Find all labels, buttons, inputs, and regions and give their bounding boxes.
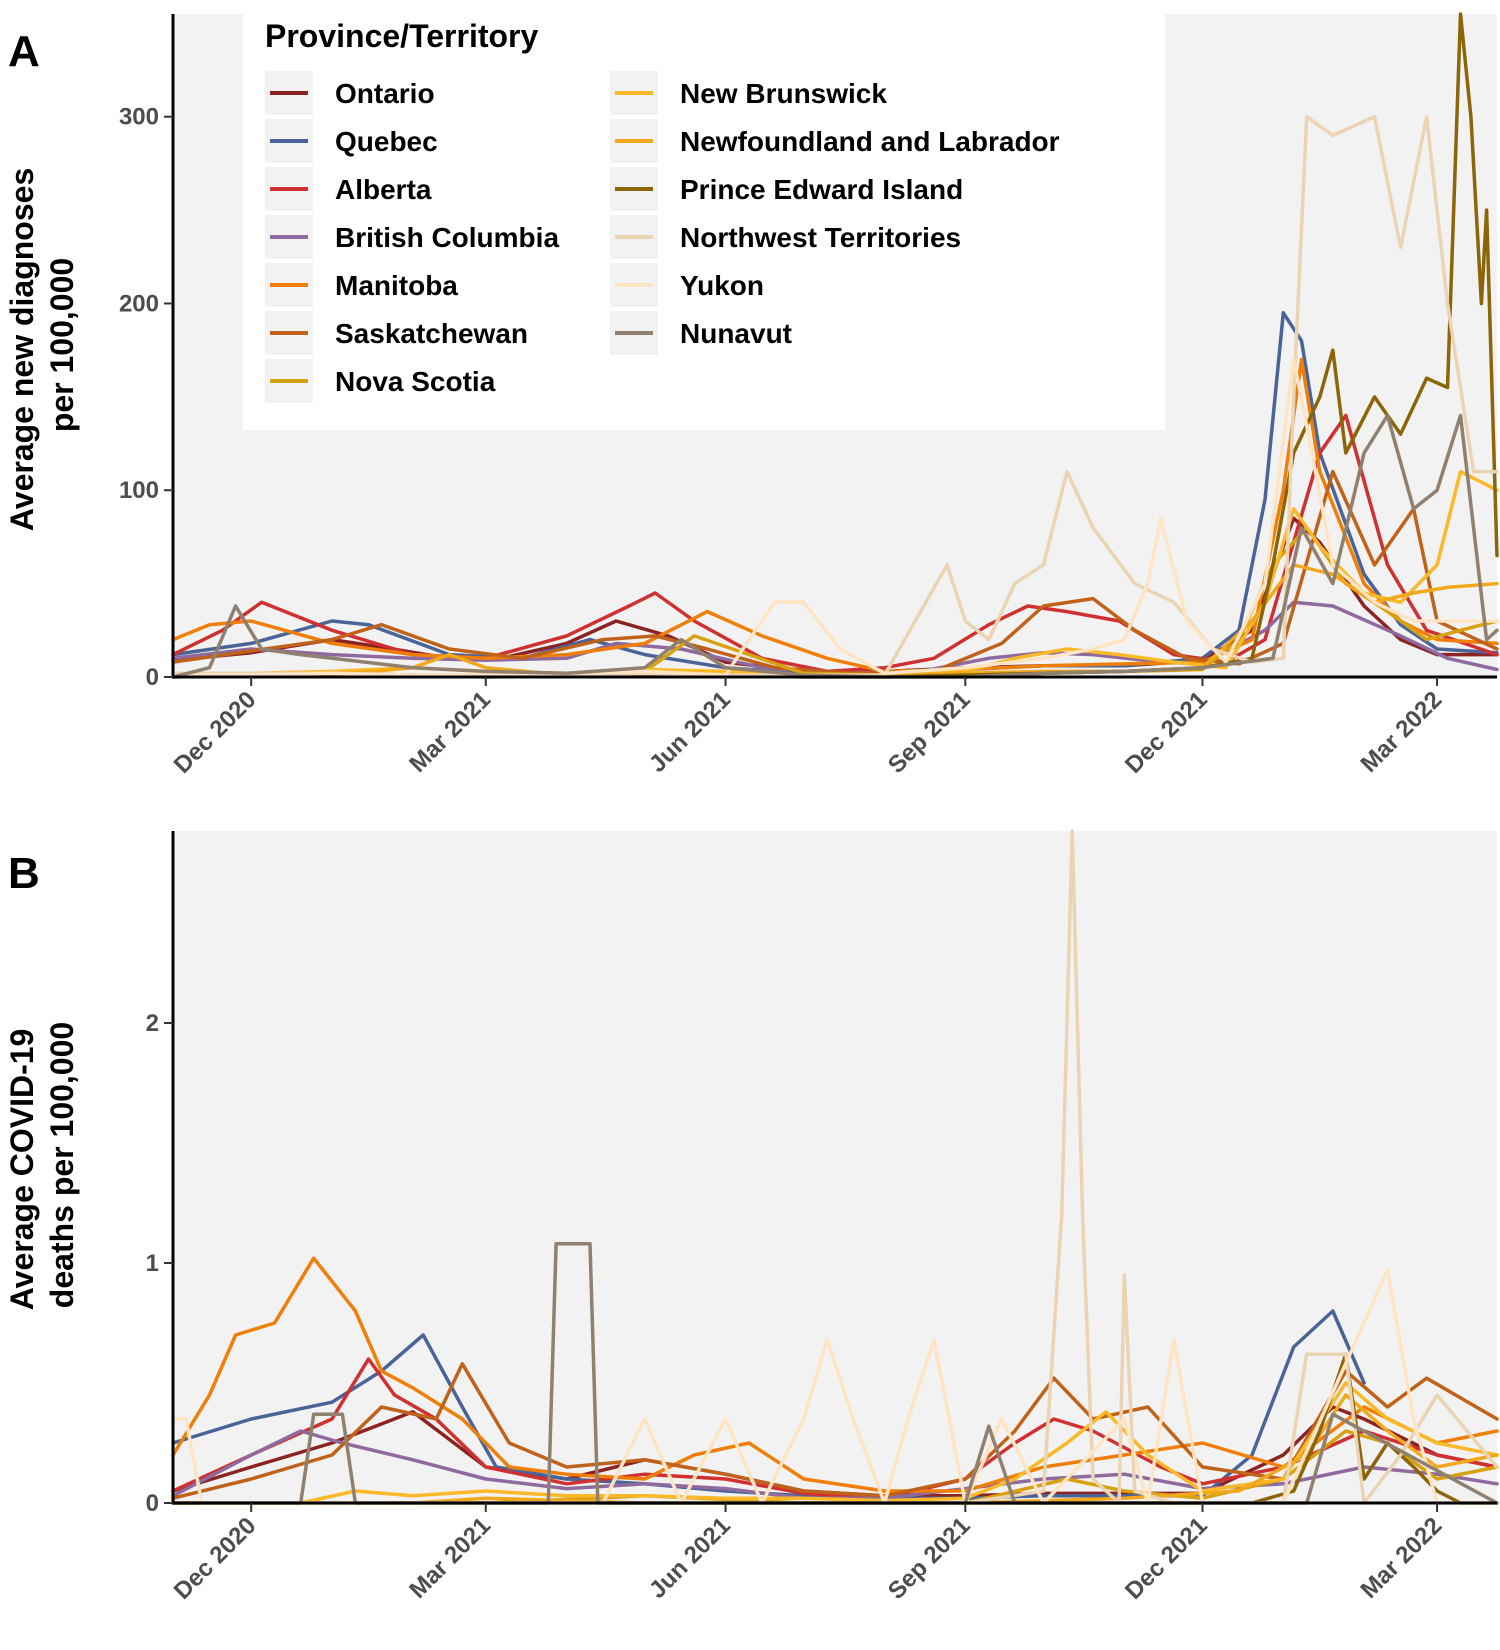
panel-b-x-tick-label: Dec 2021 (1120, 1512, 1213, 1605)
legend-label: Yukon (680, 270, 764, 301)
panel-a-y-tick-label: 300 (119, 104, 159, 131)
legend-item-nova-scotia: Nova Scotia (265, 359, 496, 403)
panel-a: 0 100 200 300 Dec 2020 Mar 2021 Jun 2021 Sep 2… (4, 12, 1499, 779)
legend-item-nunavut: Nunavut (610, 311, 792, 355)
panel-b-x-ticks: Dec 2020 Mar 2021 Jun 2021 Sep 2021 Dec 2021… (169, 1503, 1448, 1605)
panel-a-y-axis-title-line1: Average new diagnoses (4, 168, 40, 531)
panel-b-x-tick-label: Mar 2021 (404, 1512, 496, 1604)
panel-b-y-ticks: 0 1 2 (146, 1010, 173, 1517)
legend: Province/Territory Ontario Quebec Alberta B… (243, 14, 1165, 430)
legend-item-british-columbia: British Columbia (265, 215, 559, 259)
legend-label: British Columbia (335, 222, 559, 253)
panel-b-series-manitoba (171, 1256, 1499, 1493)
panel-a-y-ticks: 0 100 200 300 (119, 104, 173, 691)
legend-label: Prince Edward Island (680, 174, 963, 205)
legend-item-saskatchewan: Saskatchewan (265, 311, 528, 355)
panel-a-y-axis-title-line2: per 100,000 (44, 258, 80, 432)
panel-a-series (171, 12, 1499, 679)
panel-b-x-tick-label: Jun 2021 (644, 1512, 736, 1604)
panel-b-x-tick-label: Mar 2022 (1356, 1512, 1448, 1604)
panel-b-x-tick-label: Sep 2021 (883, 1512, 976, 1605)
panel-b-series-saskatchewan (171, 1362, 1499, 1500)
panel-a-x-ticks: Dec 2020 Mar 2021 Jun 2021 Sep 2021 Dec 2021… (169, 677, 1448, 779)
panel-b-y-tick-label: 2 (146, 1010, 159, 1037)
legend-label: Nunavut (680, 318, 792, 349)
panel-a-x-tick-label: Mar 2021 (404, 686, 496, 778)
legend-item-new-brunswick: New Brunswick (610, 71, 887, 115)
legend-item-newfoundland-and-labrador: Newfoundland and Labrador (610, 119, 1060, 163)
legend-title: Province/Territory (265, 18, 538, 54)
panel-b-series-newfoundland-and-labrador (171, 1393, 1499, 1505)
panel-a-y-tick-label: 200 (119, 290, 159, 317)
legend-background (243, 14, 1165, 430)
panel-a-y-tick-label: 0 (146, 664, 159, 691)
panel-a-y-tick-label: 100 (119, 477, 159, 504)
panel-a-x-tick-label: Sep 2021 (883, 686, 976, 779)
legend-label: Ontario (335, 78, 435, 109)
legend-item-quebec: Quebec (265, 119, 438, 163)
legend-label: Manitoba (335, 270, 458, 301)
panel-b-y-tick-label: 0 (146, 1490, 159, 1517)
panel-a-x-tick-label: Dec 2020 (169, 686, 262, 779)
panel-a-x-tick-label: Jun 2021 (644, 686, 736, 778)
panel-a-tag: A (8, 27, 40, 76)
panel-b-series-alberta (171, 1357, 1499, 1500)
legend-label: New Brunswick (680, 78, 887, 109)
legend-item-ontario: Ontario (265, 71, 435, 115)
panel-a-x-tick-label: Mar 2022 (1356, 686, 1448, 778)
legend-label: Nova Scotia (335, 366, 496, 397)
legend-item-yukon: Yukon (610, 263, 764, 307)
panel-b-y-axis-title-line2: deaths per 100,000 (44, 1022, 80, 1308)
panel-a-x-tick-label: Dec 2021 (1120, 686, 1213, 779)
legend-label: Quebec (335, 126, 438, 157)
panel-b: 012 Dec 2020 Mar 2021 Jun 2021 Sep 2021 Dec … (4, 829, 1499, 1605)
legend-item-northwest-territories: Northwest Territories (610, 215, 961, 259)
panel-b-y-axis-title: Average COVID-19 deaths per 100,000 (4, 1020, 80, 1310)
panel-a-series-saskatchewan (171, 469, 1499, 676)
legend-item-alberta: Alberta (265, 167, 432, 211)
legend-item-manitoba: Manitoba (265, 263, 458, 307)
panel-a-series-newfoundland-and-labrador (171, 563, 1499, 677)
legend-items: Ontario Quebec Alberta British Columbia Mani… (265, 71, 1060, 403)
legend-label: Newfoundland and Labrador (680, 126, 1060, 157)
legend-label: Alberta (335, 174, 432, 205)
panel-b-y-tick-label: 1 (146, 1250, 159, 1277)
panel-b-y-axis-title-line1: Average COVID-19 (4, 1029, 40, 1311)
legend-label: Saskatchewan (335, 318, 528, 349)
panel-a-series-northwest-territories (171, 114, 1499, 677)
panel-a-series-british-columbia (171, 600, 1499, 676)
panel-b-tag: B (8, 849, 40, 898)
legend-item-prince-edward-island: Prince Edward Island (610, 167, 963, 211)
panel-a-y-axis-title: Average new diagnoses per 100,000 (4, 159, 80, 531)
panel-b-series-northwest-territories (171, 829, 1499, 1505)
legend-label: Northwest Territories (680, 222, 961, 253)
panel-b-x-tick-label: Dec 2020 (169, 1512, 262, 1605)
